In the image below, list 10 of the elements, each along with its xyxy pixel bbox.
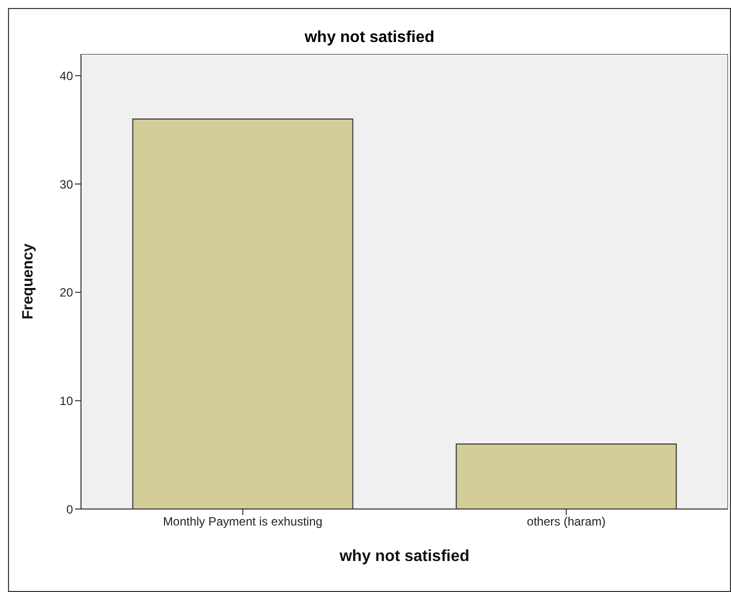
y-tick-label: 0 [66,502,74,516]
y-tick-label: 30 [60,177,74,192]
y-tick-label: 10 [60,394,74,408]
x-tick-label: others (haram) [526,514,606,529]
y-axis-title: Frequency [19,242,36,320]
x-tick-label: Monthly Payment is exhusting [163,514,322,529]
x-axis-title: why not satisfied [338,548,470,565]
chart-title: why not satisfied [304,29,436,47]
y-tick-label: 40 [60,68,74,83]
y-tick-label: 20 [60,286,74,300]
